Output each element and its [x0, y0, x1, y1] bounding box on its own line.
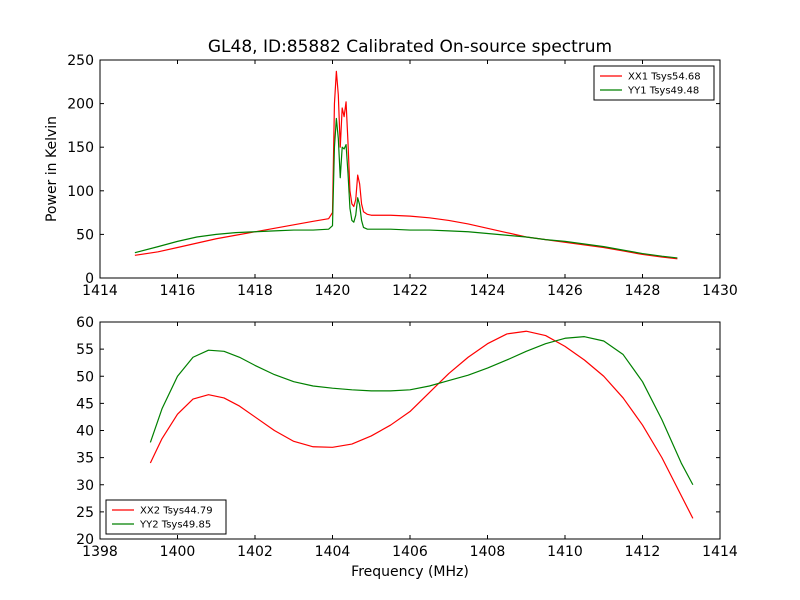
y-tick-label: 25	[76, 505, 94, 521]
chart-title: GL48, ID:85882 Calibrated On-source spec…	[208, 37, 612, 57]
x-tick-label: 1426	[547, 283, 583, 299]
plots-layer: 1414 1416 1418 1420 1422 1424 1426 1428 14300501…	[44, 37, 738, 580]
legend-label-1: XX2 Tsys44.79	[140, 506, 213, 517]
chart-1: 1414 1416 1418 1420 1422 1424 1426 1428 1430 0 50 1…	[44, 37, 738, 299]
x-tick-label: 1404	[315, 544, 351, 560]
x-tick-label: 1430	[702, 283, 738, 299]
x-tick-label: 1422	[392, 283, 428, 299]
y-tick-label: 35	[76, 451, 94, 467]
x-tick-label: 1406	[392, 544, 428, 560]
y-tick-label: 40	[76, 424, 94, 440]
chart-2: 1398 1400 1402 1404 1406 1408 1410 1412 1414 20 25…	[76, 315, 738, 580]
legend-box	[105, 499, 227, 535]
x-tick-label: 1424	[470, 283, 506, 299]
x-tick-label: 1402	[237, 544, 273, 560]
y-tick-label: 45	[76, 396, 94, 412]
y-tick-label: 20	[76, 532, 94, 548]
x-tick-label: 1408	[470, 544, 506, 560]
y-tick-label: 55	[76, 342, 94, 358]
y-tick-label: 30	[76, 478, 94, 494]
x-tick-label: 1416	[160, 283, 196, 299]
x-tick-label: 1420	[315, 283, 351, 299]
legend: XX1 Tsys54.68 YY1 Tsys49.48	[593, 65, 715, 101]
x-tick-label: 1418	[237, 283, 273, 299]
y-tick-label: 50	[76, 227, 94, 243]
y-tick-label: 250	[67, 53, 94, 69]
y-tick-label: 100	[67, 184, 94, 200]
series-line-2	[134, 117, 678, 259]
legend-label-2: YY2 Tsys49.85	[139, 520, 211, 531]
x-tick-label: 1428	[625, 283, 661, 299]
legend: XX2 Tsys44.79 YY2 Tsys49.85	[105, 499, 227, 535]
y-tick-label: 50	[76, 369, 94, 385]
x-tick-label: 1414	[702, 544, 738, 560]
series-line-1	[149, 330, 694, 519]
legend-label-2: YY1 Tsys49.48	[627, 86, 699, 97]
x-tick-label: 1412	[625, 544, 661, 560]
x-tick-label: 1414	[82, 283, 118, 299]
series-line-2	[149, 336, 694, 486]
x-axis-label: Frequency (MHz)	[351, 564, 469, 580]
y-tick-label: 150	[67, 140, 94, 156]
y-tick-label: 60	[76, 315, 94, 331]
y-tick-label: 0	[85, 271, 94, 287]
legend-label-1: XX1 Tsys54.68	[628, 72, 701, 83]
x-tick-label: 1398	[82, 544, 118, 560]
y-tick-label: 200	[67, 97, 94, 113]
x-tick-label: 1400	[160, 544, 196, 560]
y-axis-label: Power in Kelvin	[44, 116, 60, 222]
legend-box	[593, 65, 715, 101]
x-tick-label: 1410	[547, 544, 583, 560]
